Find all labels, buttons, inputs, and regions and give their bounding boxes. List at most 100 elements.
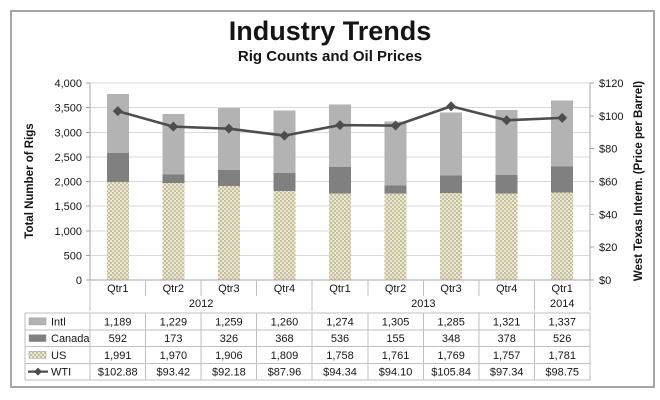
bar-segment-intl [551, 100, 574, 167]
table-cell-value: 1,305 [382, 316, 410, 328]
bar-segment-us [162, 182, 185, 280]
table-cell-value: 592 [109, 333, 127, 345]
wti-marker [446, 101, 457, 112]
wti-marker [223, 123, 234, 134]
table-cell-value: 1,321 [493, 316, 521, 328]
table-cell-value: 1,991 [104, 350, 132, 362]
bar-segment-us [273, 190, 296, 280]
bar-segment-intl [329, 104, 351, 168]
category-label: Qtr4 [496, 283, 517, 295]
chart-title: Industry Trends [228, 16, 432, 46]
year-label: 2012 [189, 298, 213, 310]
table-row-label: Canada [51, 333, 90, 345]
table-cell-value: 378 [497, 333, 515, 345]
table-cell-value: 1,189 [104, 316, 132, 328]
wti-marker [335, 120, 345, 131]
table-row-label: US [51, 350, 66, 362]
right-axis-tick-label: $60 [599, 177, 617, 189]
table-cell-value: 1,761 [382, 350, 410, 362]
table-cell-value: 1,260 [271, 316, 299, 328]
left-axis-tick-label: 3,500 [54, 103, 82, 115]
left-axis-tick-label: 4,000 [54, 78, 82, 90]
table-cell-value: $92.18 [212, 367, 246, 379]
bar-segment-intl [273, 110, 296, 173]
bar-segment-canada [106, 152, 129, 182]
bar-segment-canada [273, 172, 296, 191]
table-cell-value: $87.96 [268, 367, 302, 379]
table-cell-value: 155 [386, 333, 404, 345]
left-axis-tick-label: 2,500 [54, 152, 82, 164]
left-axis-tick-label: 0 [76, 275, 82, 287]
right-axis-tick-label: $40 [599, 209, 617, 221]
bar-segment-us [551, 192, 574, 280]
bar-segment-intl [384, 121, 407, 186]
bar-segment-canada [440, 175, 463, 193]
wti-marker [279, 130, 290, 141]
right-axis-tick-label: $20 [599, 242, 617, 254]
category-label: Qtr4 [274, 283, 295, 295]
bar-segment-us [384, 193, 407, 280]
left-axis-tick-label: 500 [64, 250, 82, 262]
bar-segment-canada [217, 170, 240, 187]
bar-segment-us [495, 193, 518, 280]
legend-key-marker-wti [34, 367, 42, 376]
category-label: Qtr2 [385, 283, 406, 295]
table-cell-value: 326 [220, 333, 238, 345]
table-cell-value: 348 [442, 333, 460, 345]
table-cell-value: 1,337 [548, 316, 576, 328]
category-label: Qtr2 [163, 283, 184, 295]
category-label: Qtr1 [107, 283, 128, 295]
bar-segment-canada [162, 174, 185, 183]
wti-marker [168, 121, 179, 132]
table-cell-value: $102.88 [98, 367, 138, 379]
bar-segment-intl [106, 94, 129, 153]
right-axis-tick-label: $80 [599, 144, 617, 156]
bar-segment-intl [162, 113, 185, 175]
left-axis-tick-label: 2,000 [54, 177, 82, 189]
table-cell-value: 1,906 [215, 350, 243, 362]
wti-marker [390, 120, 401, 131]
table-cell-value: 1,285 [437, 316, 465, 328]
table-cell-value: $94.34 [323, 367, 357, 379]
bar-segment-canada [495, 174, 518, 194]
bar-segment-canada [384, 185, 407, 194]
chart-subtitle: Rig Counts and Oil Prices [237, 48, 423, 65]
table-cell-value: 536 [331, 333, 349, 345]
table-cell-value: $97.34 [490, 367, 524, 379]
right-axis-tick-label: $0 [599, 275, 611, 287]
wti-marker [557, 112, 568, 123]
bar-segment-us [217, 186, 240, 280]
right-axis-tick-label: $120 [599, 78, 623, 90]
table-cell-value: 1,781 [548, 350, 576, 362]
table-cell-value: $93.42 [157, 367, 191, 379]
left-axis-tick-label: 3,000 [54, 127, 82, 139]
table-cell-value: $105.84 [431, 367, 471, 379]
legend-key-intl [28, 317, 47, 326]
table-cell-value: $94.10 [379, 367, 413, 379]
category-label: Qtr1 [552, 283, 573, 295]
bar-segment-us [440, 192, 463, 280]
bar-segment-us [329, 193, 351, 280]
bar-segment-intl [440, 112, 463, 176]
category-label: Qtr3 [218, 283, 239, 295]
legend-key-us [28, 351, 47, 359]
bar-segment-intl [217, 108, 240, 171]
table-row-label: WTI [51, 367, 71, 379]
category-label: Qtr3 [440, 283, 461, 295]
table-row-label: Intl [51, 316, 66, 328]
category-label: Qtr1 [329, 283, 350, 295]
wti-marker [501, 115, 512, 126]
table-cell-value: 1,758 [326, 350, 354, 362]
table-cell-value: $98.75 [545, 367, 579, 379]
wti-marker [112, 106, 123, 117]
table-cell-value: 1,769 [437, 350, 465, 362]
bar-segment-intl [495, 109, 518, 175]
table-cell-value: 1,229 [160, 316, 188, 328]
bar-segment-canada [551, 166, 574, 193]
table-cell-value: 1,757 [493, 350, 521, 362]
table-cell-value: 1,259 [215, 316, 243, 328]
table-cell-value: 368 [275, 333, 293, 345]
table-cell-value: 1,274 [326, 316, 354, 328]
